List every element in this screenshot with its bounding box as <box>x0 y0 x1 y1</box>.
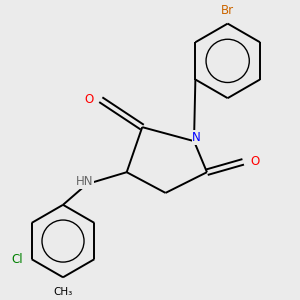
Text: O: O <box>250 155 259 168</box>
Text: HN: HN <box>76 175 93 188</box>
Text: CH₃: CH₃ <box>53 287 73 297</box>
Text: N: N <box>192 131 201 144</box>
Text: Cl: Cl <box>11 253 23 266</box>
Text: O: O <box>85 93 94 106</box>
Text: Br: Br <box>221 4 234 17</box>
